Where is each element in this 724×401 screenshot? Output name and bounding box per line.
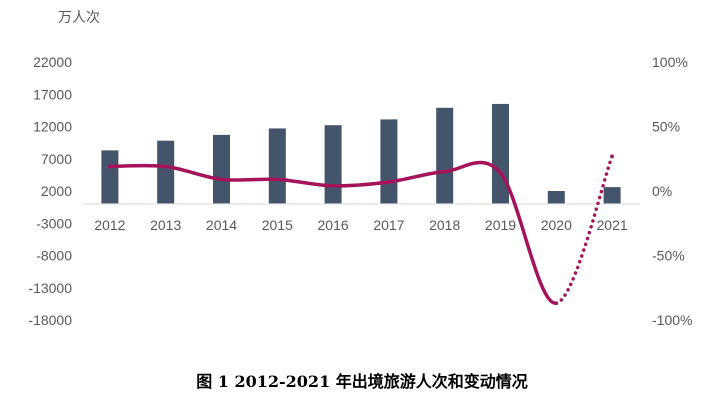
right-tick-label: -100% [652, 312, 692, 328]
left-tick-label: 2000 [41, 183, 72, 199]
change-rate-point-2012 [108, 164, 112, 169]
bar-2020 [547, 191, 565, 204]
category-label: 2015 [262, 217, 293, 233]
category-labels: 2012 2013 2014 2015 2016 2017 2018 2019 2020 2021 [94, 217, 628, 233]
change-rate-point-2016 [331, 184, 335, 188]
category-label: 2019 [485, 217, 516, 233]
bar-2013 [157, 140, 175, 204]
right-tick-label: 50% [652, 119, 680, 135]
bar-2017 [380, 119, 398, 204]
left-tick-label: 22000 [33, 54, 72, 70]
change-rate-point-2014 [219, 177, 224, 182]
change-rate-point-2015 [275, 177, 280, 182]
change-rate-point-2018 [442, 169, 447, 174]
change-rate-point-2021 [610, 154, 614, 158]
category-label: 2020 [541, 217, 572, 233]
bar-2018 [436, 107, 454, 204]
change-rate-point-2017 [387, 180, 391, 184]
right-tick-label: -50% [652, 248, 685, 264]
right-tick-label: 0% [652, 183, 672, 199]
bar-2019 [492, 103, 509, 204]
category-label: 2021 [597, 217, 628, 233]
category-label: 2016 [318, 217, 349, 233]
left-tick-label: 17000 [33, 86, 72, 102]
left-axis-unit-label: 万人次 [58, 10, 100, 26]
left-tick-label: -3000 [36, 215, 72, 231]
left-tick-label: -13000 [28, 280, 72, 296]
left-tick-label: 7000 [41, 151, 72, 167]
bar-2012 [101, 150, 119, 204]
change-rate-line-dotted [554, 154, 614, 305]
bar-2016 [324, 125, 342, 204]
left-tick-label: -18000 [28, 312, 72, 328]
change-rate-point-2019 [498, 171, 503, 175]
category-label: 2012 [94, 217, 125, 233]
change-rate-point-2013 [163, 164, 168, 169]
bar-2015 [268, 128, 286, 204]
category-label: 2014 [206, 217, 237, 233]
category-label: 2017 [373, 217, 404, 233]
change-rate-series [108, 154, 614, 306]
left-tick-label: -8000 [36, 248, 72, 264]
left-tick-label: 12000 [33, 119, 72, 135]
category-label: 2018 [429, 217, 460, 233]
bar-2021 [603, 187, 621, 204]
right-tick-label: 100% [652, 54, 688, 70]
left-axis-ticks: 22000 17000 12000 7000 2000 -3000 -8000 -13000 -… [28, 54, 72, 328]
bar-2014 [213, 134, 230, 204]
category-label: 2013 [150, 217, 181, 233]
change-rate-point-2020 [554, 301, 559, 306]
right-axis-ticks: 100% 50% 0% -50% -100% [652, 54, 692, 328]
figure-caption: 图 1 2012-2021 年出境旅游人次和变动情况 [196, 372, 528, 391]
bar-series [101, 103, 621, 204]
